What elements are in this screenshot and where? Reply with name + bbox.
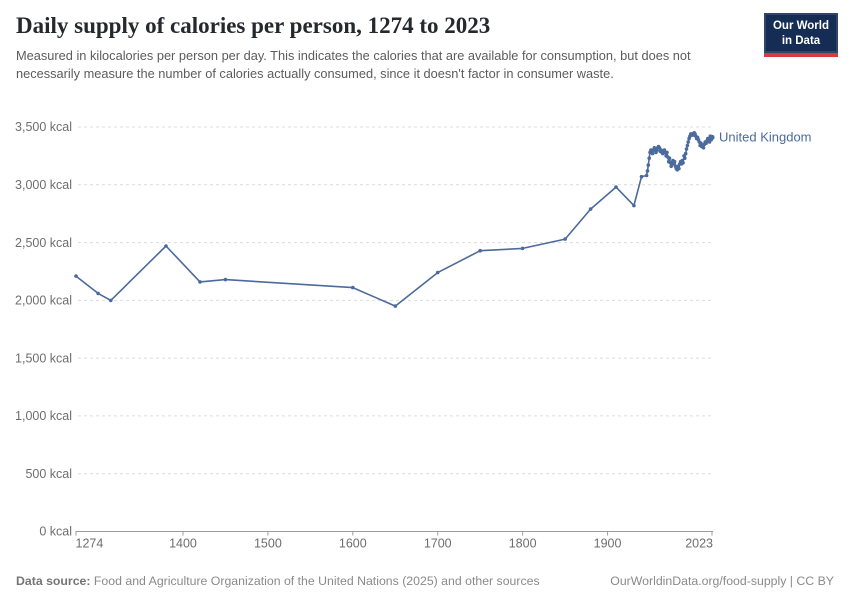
data-point — [520, 246, 525, 251]
data-point — [684, 147, 689, 151]
data-point — [644, 173, 649, 178]
y-tick-label: 0 kcal — [39, 525, 72, 539]
x-tick-label: 1500 — [254, 537, 282, 551]
y-tick-label: 2,000 kcal — [15, 294, 72, 308]
data-point — [709, 134, 715, 140]
data-point — [650, 151, 655, 156]
chart-header: Daily supply of calories per person, 127… — [16, 12, 750, 82]
data-point — [632, 203, 636, 208]
data-point — [435, 270, 440, 275]
data-point — [645, 169, 650, 173]
data-point — [677, 166, 681, 171]
series-label-united-kingdom: United Kingdom — [719, 129, 812, 144]
data-source-label: Data source: — [16, 574, 91, 588]
data-point — [667, 156, 672, 160]
x-tick-label: 1800 — [509, 537, 537, 551]
chart-subtitle: Measured in kilocalories per person per … — [16, 47, 691, 81]
data-point — [96, 291, 100, 296]
data-point — [669, 164, 673, 169]
data-point — [646, 163, 651, 167]
data-point — [393, 304, 398, 308]
y-tick-label: 1,500 kcal — [15, 351, 72, 365]
data-point — [223, 277, 228, 282]
data-point — [639, 174, 644, 179]
chart-footer: Data source: Food and Agriculture Organi… — [16, 574, 834, 588]
x-tick-label: 1900 — [594, 537, 622, 551]
owid-logo: Our World in Data — [764, 13, 838, 58]
data-point — [683, 156, 687, 160]
data-point — [685, 143, 690, 148]
x-tick-label: 1700 — [424, 537, 452, 551]
data-point — [647, 156, 651, 160]
data-point — [198, 280, 202, 284]
y-tick-label: 3,500 kcal — [15, 120, 72, 134]
data-point — [478, 248, 483, 253]
y-tick-label: 3,000 kcal — [15, 178, 72, 192]
x-tick-label: 1274 — [76, 537, 104, 551]
data-point — [164, 244, 168, 248]
owid-logo-line1: Our World — [772, 20, 829, 32]
data-point — [563, 237, 567, 241]
credit-link[interactable]: OurWorldinData.org/food-supply | CC BY — [610, 574, 834, 588]
data-point — [614, 185, 618, 189]
data-point — [681, 161, 685, 165]
data-source: Data source: Food and Agriculture Organi… — [16, 574, 540, 588]
y-tick-label: 2,500 kcal — [15, 236, 72, 250]
owid-logo-line2: in Data — [781, 34, 821, 47]
x-tick-label: 2023 — [685, 537, 713, 551]
data-point — [701, 146, 706, 150]
x-tick-label: 1600 — [339, 537, 367, 551]
data-point — [665, 150, 669, 155]
page-title: Daily supply of calories per person, 127… — [16, 13, 491, 38]
y-tick-label: 1,000 kcal — [15, 409, 72, 423]
data-point — [683, 151, 688, 156]
data-source-text: Food and Agriculture Organization of the… — [90, 574, 540, 588]
data-point — [686, 140, 690, 144]
y-tick-label: 500 kcal — [25, 467, 72, 481]
data-point — [351, 285, 355, 290]
data-point — [109, 298, 113, 303]
data-point — [672, 159, 677, 164]
data-point — [74, 274, 78, 278]
data-line — [75, 132, 713, 307]
x-tick-label: 1400 — [169, 537, 197, 551]
data-point — [588, 207, 593, 211]
